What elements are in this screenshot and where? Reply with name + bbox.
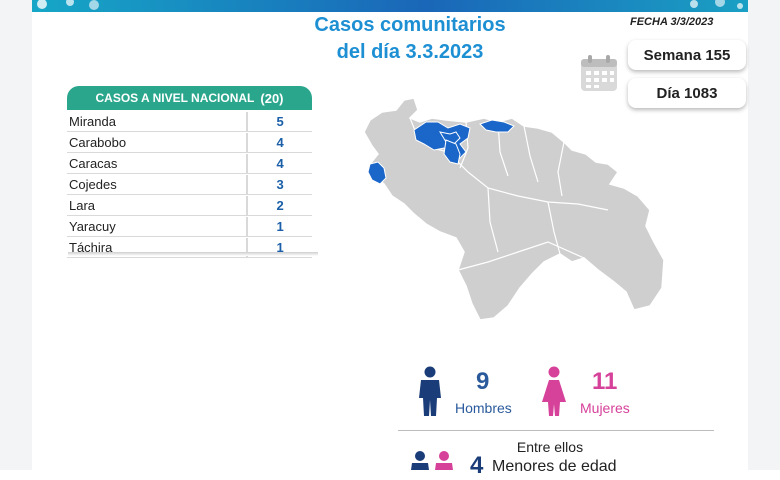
woman-icon	[542, 366, 566, 416]
state-name: Táchira	[69, 240, 113, 255]
minors-label: Menores de edad	[492, 458, 617, 475]
man-icon	[419, 366, 441, 416]
state-count: 2	[246, 196, 312, 215]
state-name: Cojedes	[69, 177, 117, 192]
men-label: Hombres	[455, 400, 512, 416]
venezuela-map	[363, 97, 665, 321]
men-count: 9	[476, 368, 490, 395]
date-label: FECHA 3/3/2023	[630, 16, 714, 28]
table-row: Yaracuy 1	[67, 217, 312, 237]
week-badge: Semana 155	[628, 40, 746, 70]
day-badge: Día 1083	[628, 78, 746, 108]
women-label: Mujeres	[580, 400, 630, 416]
table-shadow	[68, 252, 318, 256]
among-them-label: Entre ellos	[516, 439, 584, 455]
map-highlight-region	[479, 119, 515, 133]
state-count: 1	[246, 217, 312, 236]
state-name: Lara	[69, 198, 96, 213]
right-margin	[748, 0, 780, 470]
minors-count: 4	[470, 452, 484, 479]
table-header-label: CASOS A NIVEL NACIONAL	[95, 91, 255, 105]
title-line-2: del día 3.3.2023	[336, 41, 484, 63]
title-line-1: Casos comunitarios	[314, 14, 506, 36]
left-margin	[0, 0, 32, 470]
stats-divider	[398, 430, 714, 431]
state-count: 5	[246, 112, 312, 131]
state-count: 1	[246, 238, 312, 257]
national-cases-header: CASOS A NIVEL NACIONAL (20)	[67, 86, 312, 110]
state-count: 3	[246, 175, 312, 194]
top-banner	[32, 0, 748, 12]
state-name: Yaracuy	[69, 219, 116, 234]
page-title: Casos comunitarios del día 3.3.2023	[250, 12, 570, 66]
table-row: Carabobo 4	[67, 133, 312, 153]
state-name: Caracas	[69, 156, 118, 171]
map-highlight-region	[367, 161, 387, 185]
table-row: Lara 2	[67, 196, 312, 216]
map-highlight-region	[443, 139, 461, 165]
state-count: 4	[246, 154, 312, 173]
map-base-shape	[363, 97, 665, 321]
cases-table: Miranda 5 Carabobo 4 Caracas 4 Cojedes 3…	[67, 112, 312, 259]
state-name: Carabobo	[69, 135, 127, 150]
women-count: 11	[592, 368, 618, 395]
virus-decoration-icon	[690, 0, 743, 9]
table-row: Cojedes 3	[67, 175, 312, 195]
table-row: Miranda 5	[67, 112, 312, 132]
virus-decoration-icon	[37, 0, 99, 10]
table-row: Táchira 1	[67, 238, 312, 258]
table-row: Caracas 4	[67, 154, 312, 174]
calendar-icon	[581, 55, 617, 91]
children-icon	[411, 451, 453, 470]
table-total: (20)	[260, 90, 284, 106]
state-count: 4	[246, 133, 312, 152]
state-name: Miranda	[69, 114, 116, 129]
